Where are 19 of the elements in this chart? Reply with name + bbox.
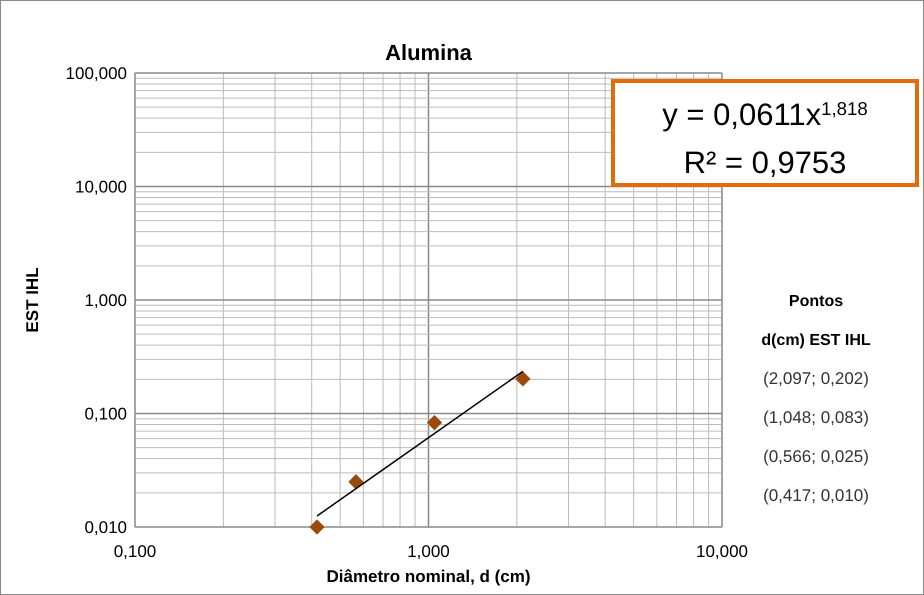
y-tick-label: 0,100	[84, 404, 127, 424]
y-tick-label: 100,000	[66, 64, 127, 83]
y-tick-label: 1,000	[84, 290, 127, 310]
y-tick-label: 10,000	[75, 177, 127, 196]
x-tick-label: 1,000	[407, 542, 450, 561]
annotation: y = 0,0611x$^{1,818}$	[662, 97, 868, 132]
text: Pontos	[788, 293, 844, 310]
y-axis-title: EST IHL	[23, 267, 42, 333]
text: (2,097; 0,202)	[763, 369, 869, 388]
text: (0,566; 0,025)	[763, 447, 869, 466]
text: (1,048; 0,083)	[763, 408, 869, 427]
x-tick-label: 10,000	[696, 542, 748, 561]
annotation: R² = 0,9753	[684, 145, 846, 180]
x-axis-title: Diâmetro nominal, d (cm)	[326, 567, 531, 586]
text: d(cm) EST IHL	[761, 332, 871, 349]
x-tick-label: 0,100	[114, 542, 156, 561]
y-tick-label: 0,010	[84, 518, 127, 537]
text: (0,417; 0,010)	[763, 486, 869, 505]
chart-title: Alumina	[385, 40, 473, 65]
